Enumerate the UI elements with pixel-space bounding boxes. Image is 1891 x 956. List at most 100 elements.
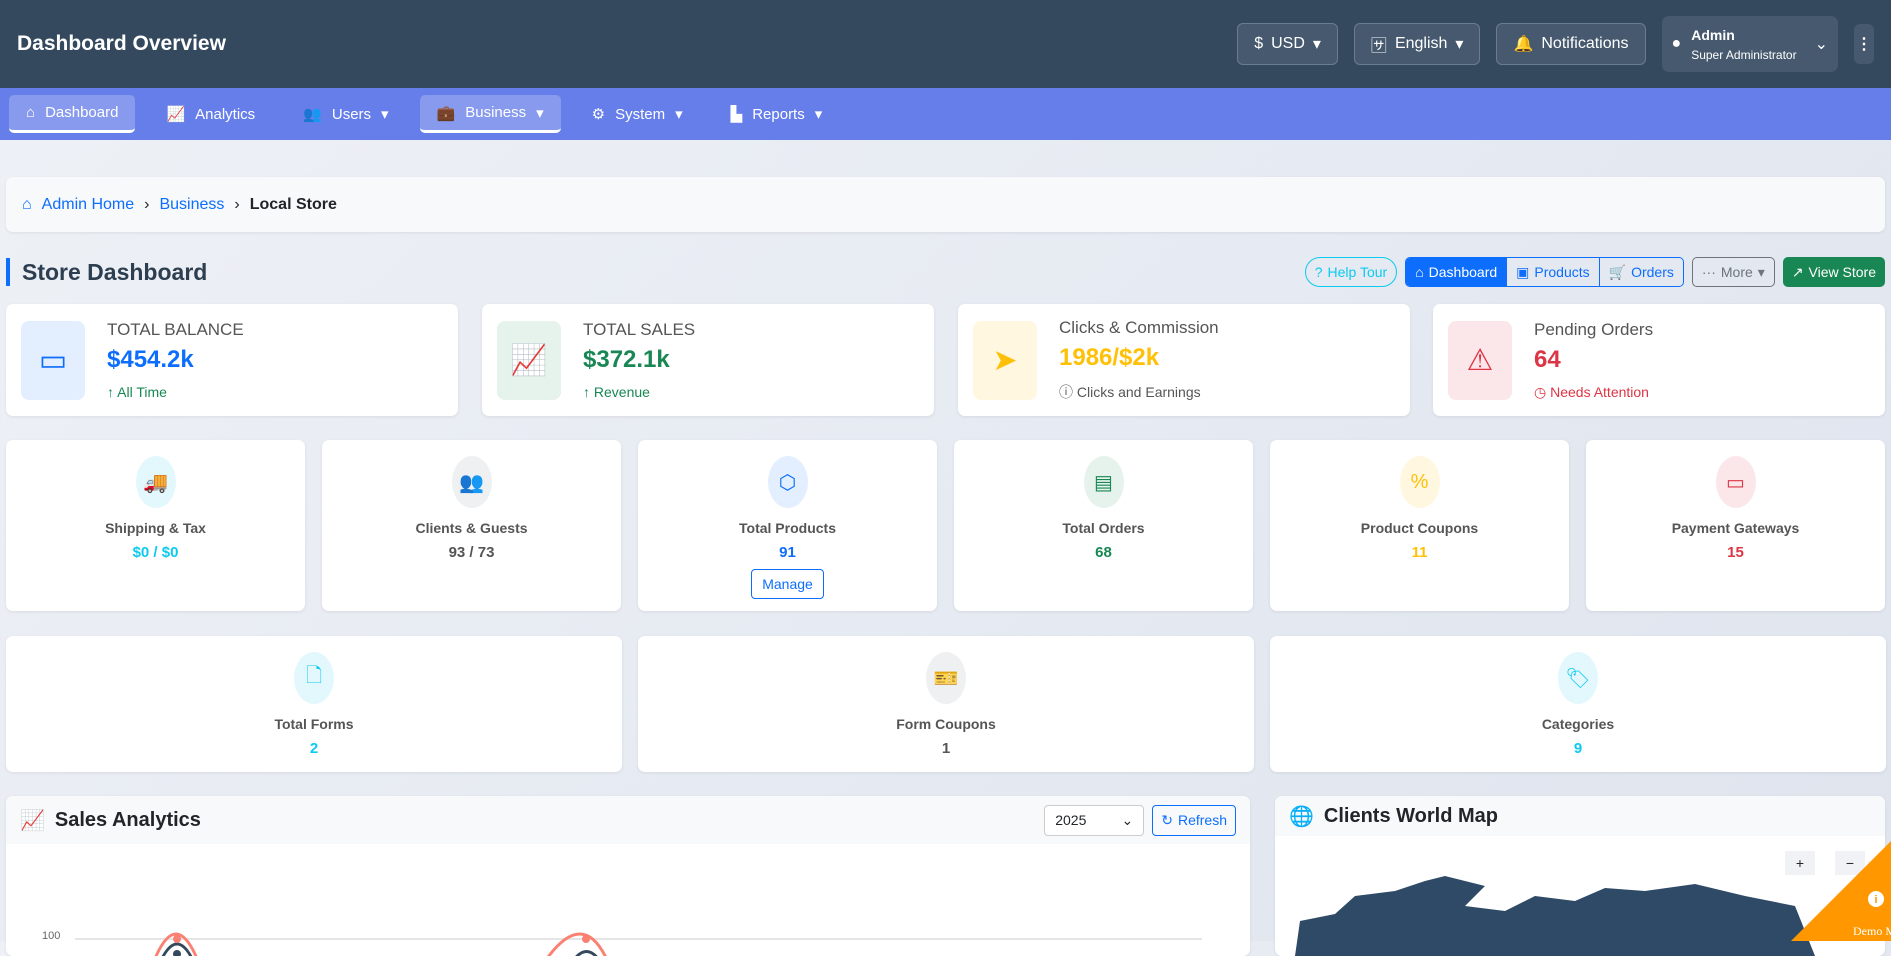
stat-sub: ◷ Needs Attention bbox=[1534, 384, 1653, 401]
orders-label: Orders bbox=[1631, 264, 1674, 280]
app-title: Dashboard Overview bbox=[17, 32, 226, 56]
user-circle-icon: ● bbox=[1672, 35, 1682, 53]
demo-mode-label: Demo Mode bbox=[1853, 924, 1891, 938]
chart-line-icon: 📈 bbox=[166, 105, 185, 123]
chevron-right-icon: › bbox=[234, 196, 239, 214]
sales-analytics-panel: 📈Sales Analytics 2025⌄ ↻Refresh 100 bbox=[6, 796, 1250, 956]
briefcase-icon: 💼 bbox=[437, 104, 456, 122]
stat-label: Clicks & Commission bbox=[1059, 318, 1219, 338]
bar-chart-icon: ▙ bbox=[731, 105, 743, 123]
nav-system[interactable]: ⚙ System ▾ bbox=[575, 95, 700, 133]
bell-icon: 🔔 bbox=[1513, 34, 1533, 54]
year-select[interactable]: 2025⌄ bbox=[1044, 805, 1144, 836]
stat-card-sales: 📈 TOTAL SALES$372.1k↑ Revenue bbox=[482, 304, 934, 416]
nav-reports[interactable]: ▙ Reports ▾ bbox=[714, 95, 840, 133]
products-button[interactable]: ▣Products bbox=[1506, 258, 1598, 286]
more-options-button[interactable]: ⋮ bbox=[1854, 24, 1874, 64]
refresh-icon: ↻ bbox=[1161, 812, 1173, 829]
view-store-label: View Store bbox=[1809, 264, 1876, 280]
stat-label: TOTAL BALANCE bbox=[107, 320, 244, 340]
card-label: Total Forms bbox=[6, 716, 622, 732]
card-label: Clients & Guests bbox=[322, 520, 621, 536]
nav-dashboard[interactable]: ⌂Dashboard bbox=[9, 95, 135, 133]
nav-users[interactable]: 👥Users▾ bbox=[286, 95, 405, 133]
caret-down-icon: ▾ bbox=[1455, 34, 1463, 54]
file-icon: 🗋 bbox=[294, 652, 334, 704]
stat-value: 1986/$2k bbox=[1059, 344, 1219, 372]
card-clients-guests: 👥 Clients & Guests 93 / 73 bbox=[322, 440, 621, 611]
year-value: 2025 bbox=[1055, 812, 1086, 828]
orders-button[interactable]: 🛒 Orders bbox=[1599, 258, 1683, 286]
gears-icon: ⚙ bbox=[592, 105, 605, 123]
home-icon: ⌂ bbox=[1415, 264, 1423, 280]
stat-sub: ⓘ Clicks and Earnings bbox=[1059, 382, 1219, 402]
nav-label: Business bbox=[465, 104, 526, 121]
card-value: 93 / 73 bbox=[322, 544, 621, 561]
chevron-right-icon: › bbox=[144, 196, 149, 214]
nav-label: Reports bbox=[752, 106, 805, 123]
help-tour-button[interactable]: ?Help Tour bbox=[1305, 257, 1397, 287]
caret-down-icon: ▾ bbox=[381, 105, 389, 123]
card-value: 91 bbox=[638, 544, 937, 561]
stat-label: Pending Orders bbox=[1534, 320, 1653, 340]
box-icon: ⬡ bbox=[768, 456, 808, 508]
card-value: 68 bbox=[954, 544, 1253, 561]
stat-value: $454.2k bbox=[107, 346, 244, 374]
panel-title: Sales Analytics bbox=[55, 809, 201, 832]
products-label: Products bbox=[1534, 264, 1589, 280]
cursor-icon: ➤ bbox=[973, 321, 1037, 400]
manage-products-button[interactable]: Manage bbox=[751, 569, 824, 599]
caret-down-icon: ▾ bbox=[815, 105, 823, 123]
currency-dropdown[interactable]: $USD▾ bbox=[1237, 23, 1338, 65]
more-dropdown[interactable]: ···More▾ bbox=[1692, 257, 1775, 287]
nav-analytics[interactable]: 📈 Analytics bbox=[149, 95, 272, 133]
card-label: Payment Gateways bbox=[1586, 520, 1885, 536]
question-icon: ? bbox=[1315, 264, 1323, 280]
credit-card-icon: ▭ bbox=[1716, 456, 1756, 508]
breadcrumb-business[interactable]: Business bbox=[159, 196, 224, 214]
wallet-icon: ▭ bbox=[21, 321, 85, 400]
warning-icon: ⚠ bbox=[1448, 321, 1512, 400]
refresh-label: Refresh bbox=[1178, 812, 1227, 828]
dashboard-button[interactable]: ⌂Dashboard bbox=[1406, 258, 1506, 286]
people-icon: 👥 bbox=[452, 456, 492, 508]
breadcrumb-admin-home[interactable]: Admin Home bbox=[42, 196, 134, 214]
receipt-icon: ▤ bbox=[1084, 456, 1124, 508]
card-shipping-tax: 🚚Shipping & Tax$0 / $0 bbox=[6, 440, 305, 611]
card-value: 9 bbox=[1270, 740, 1886, 757]
main-nav: ⌂Dashboard 📈Analytics 👥Users▾ 💼Business▾… bbox=[0, 88, 1891, 140]
data-point bbox=[173, 935, 181, 943]
notifications-button[interactable]: 🔔 Notifications bbox=[1496, 23, 1645, 65]
ellipsis-icon: ··· bbox=[1702, 264, 1716, 280]
nav-label: Analytics bbox=[195, 106, 255, 123]
caret-down-icon: ▾ bbox=[675, 105, 683, 123]
refresh-button[interactable]: ↻ Refresh bbox=[1152, 805, 1236, 836]
view-store-button[interactable]: ↗View Store bbox=[1783, 257, 1885, 287]
data-point bbox=[582, 935, 590, 943]
more-label: More bbox=[1721, 264, 1753, 280]
cart-icon: 🛒 bbox=[1609, 264, 1626, 281]
card-value: 11 bbox=[1270, 544, 1569, 561]
currency-label: USD bbox=[1271, 35, 1305, 53]
nav-label: System bbox=[615, 106, 665, 123]
notifications-label: Notifications bbox=[1541, 35, 1628, 53]
ticket-icon: 🎫 bbox=[926, 652, 966, 704]
nav-label: Users bbox=[332, 106, 371, 123]
data-point bbox=[173, 950, 181, 956]
card-label: Product Coupons bbox=[1270, 520, 1569, 536]
map-landmass bbox=[1295, 876, 1815, 956]
caret-down-icon: ▾ bbox=[1313, 34, 1321, 54]
language-label: English bbox=[1395, 35, 1447, 53]
home-icon: ⌂ bbox=[22, 196, 32, 214]
card-value: 2 bbox=[6, 740, 622, 757]
nav-business[interactable]: 💼Business▾ bbox=[420, 95, 561, 133]
